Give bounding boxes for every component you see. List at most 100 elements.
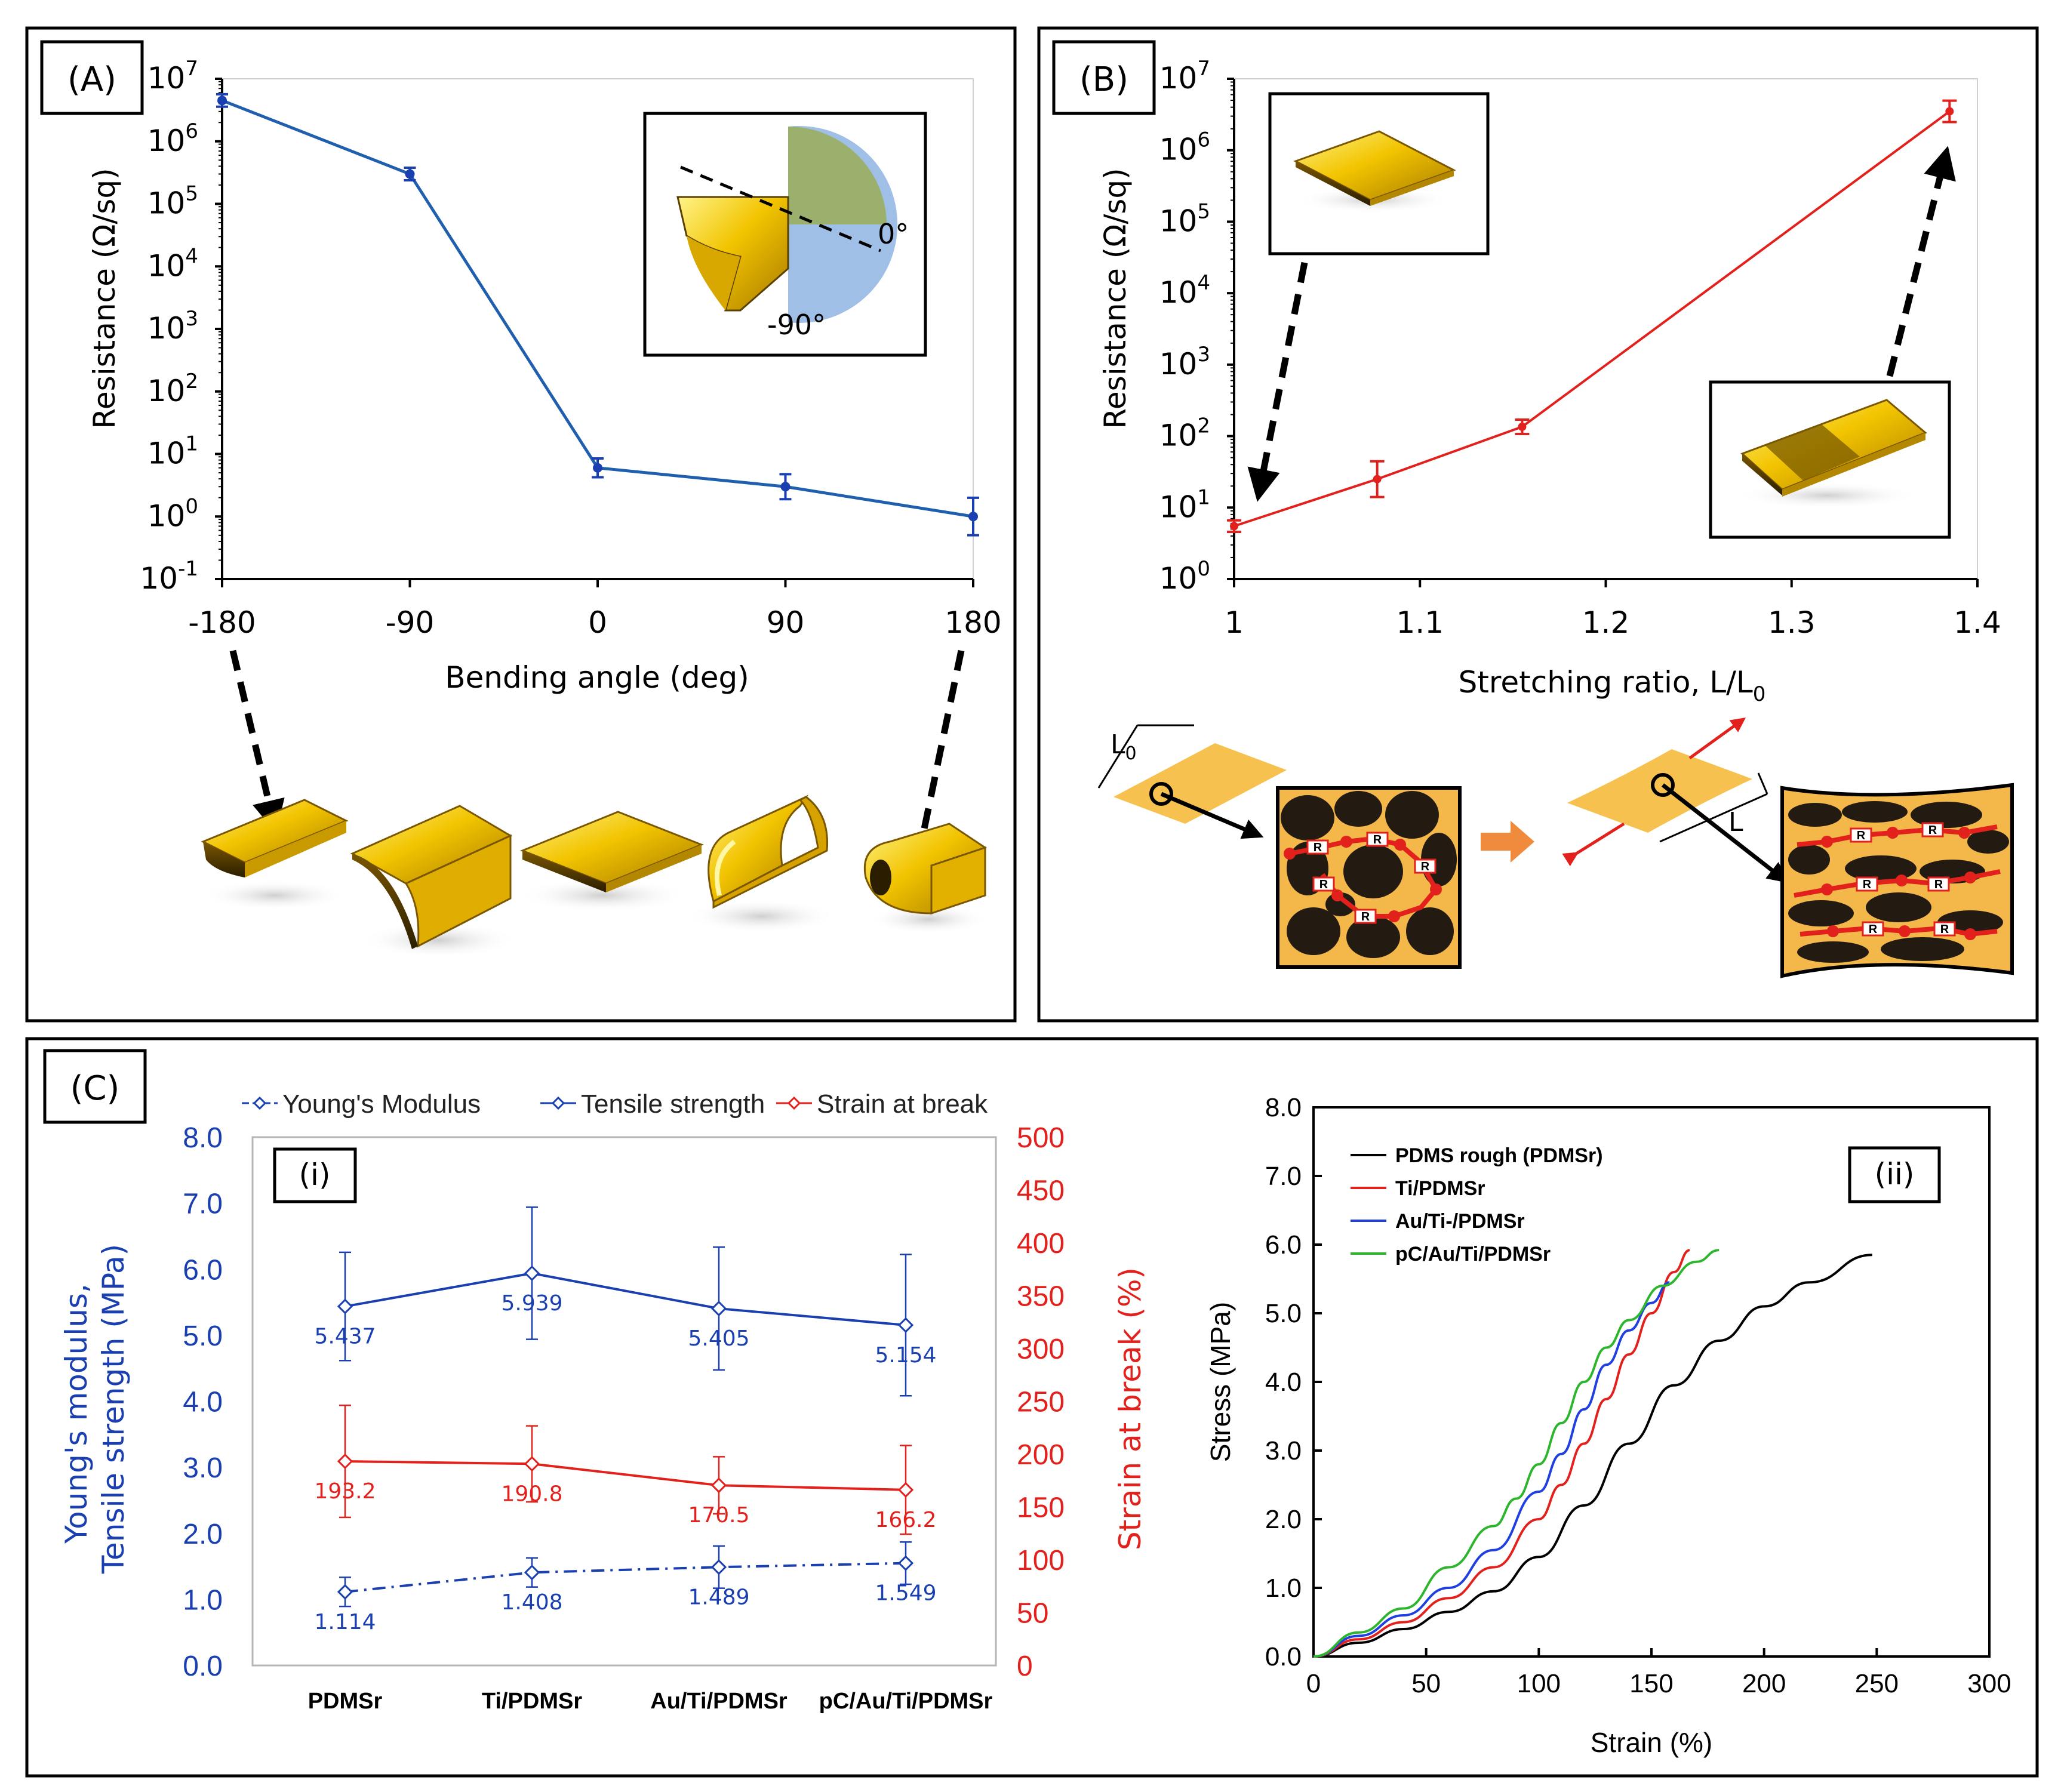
chart-c-i-data-point: [710, 1559, 727, 1575]
tick-exponent: 6: [1197, 128, 1210, 152]
chart-a-x-tick-label: -180: [188, 605, 256, 640]
chart-a-y-tick-label: 105: [147, 182, 198, 221]
chart-b-x-tick-label: 1.4: [1954, 605, 2001, 640]
tick-exponent: 3: [185, 307, 198, 331]
chart-a-y-tick-label: 101: [147, 432, 198, 471]
chart-c-ii-legend-label: Au/Ti-/PDMSr: [1395, 1210, 1525, 1233]
chart-c-ii-series-line: [1313, 1281, 1670, 1658]
chart-c-i-category-label: Au/Ti/PDMSr: [650, 1689, 788, 1714]
chart-b-y-tick-label: 103: [1159, 343, 1210, 381]
chart-c-i-y-tick-right-label: 500: [1017, 1122, 1065, 1154]
chart-c-i-data-point: [710, 1300, 727, 1317]
tick-exponent: 1: [1197, 485, 1210, 509]
resistor-label: R: [1869, 923, 1878, 936]
chart-c-ii-x-tick-label: 150: [1629, 1669, 1673, 1698]
chart-b-series-line: [1234, 110, 1951, 528]
chart-c-ii-legend-label: Ti/PDMSr: [1395, 1177, 1485, 1200]
panel-c-frame: [25, 1037, 2039, 1778]
chart-c-i-data-point: [337, 1298, 353, 1314]
resistor-label: R: [1857, 829, 1866, 842]
chart-c-ii-series-line: [1313, 1254, 1872, 1658]
tick-exponent: 2: [1197, 414, 1210, 438]
chart-c-i-category-label: PDMSr: [308, 1689, 383, 1714]
stretch-arrow: [1481, 821, 1534, 863]
chart-c-ii-x-label: Strain (%): [1591, 1727, 1712, 1758]
tick-base: 10: [1159, 275, 1198, 310]
chart-b-data-point: [1373, 475, 1382, 484]
chart-a-x-label: Bending angle (deg): [445, 660, 749, 695]
tick-base: 10: [1159, 204, 1198, 238]
tick-base: 10: [147, 186, 186, 221]
tick-exponent: -1: [178, 557, 198, 581]
chart-c-ii-y-tick-label: 3.0: [1265, 1436, 1302, 1465]
chart-c-i-y-tick-left-label: 6.0: [183, 1254, 223, 1286]
chart-c-i-data-label: 1.549: [875, 1581, 936, 1606]
resistor-label: R: [1928, 824, 1937, 837]
chart-a-data-point: [217, 96, 227, 106]
chart-c-i-legend-marker: [787, 1096, 801, 1110]
chart-c-ii-y-label: Stress (MPa): [1205, 1302, 1236, 1462]
panel-a-frame: [25, 26, 1017, 1023]
chart-c-i-y-tick-right-label: 350: [1017, 1281, 1065, 1313]
bent-film-illustrations: [201, 649, 988, 958]
chart-c-i-y-tick-left-label: 1.0: [183, 1584, 223, 1616]
chart-c-i-y-tick-left-label: 5.0: [183, 1320, 223, 1352]
chart-c-i-data-label: 5.154: [875, 1343, 936, 1368]
chart-c-i-data-label: 5.405: [688, 1326, 749, 1351]
chart-c-ii-x-tick-label: 50: [1411, 1669, 1441, 1698]
chart-c-i-data-point: [897, 1317, 914, 1333]
chart-c-i-data-point: [337, 1453, 353, 1470]
chart-c-i-data-label: 170.5: [688, 1503, 749, 1528]
chart-a-x-tick-label: 180: [945, 605, 1001, 640]
resistor-label: R: [1361, 910, 1370, 923]
chart-a-data-point: [593, 463, 602, 473]
chart-c-i-legend-label: Young's Modulus: [282, 1089, 481, 1119]
chart-c-i-y-tick-right-label: 50: [1017, 1598, 1048, 1630]
panel-c-label-box: (C): [43, 1049, 147, 1124]
chart-c-ii-x-tick-label: 250: [1855, 1669, 1899, 1698]
tick-exponent: 7: [185, 57, 198, 81]
tick-exponent: 5: [185, 182, 198, 206]
chart-b-y-label: Resistance (Ω/sq): [1098, 168, 1133, 429]
chart-c-ii-sublabel: (ii): [1875, 1157, 1915, 1191]
chart-a-y-tick-label: 107: [147, 57, 198, 96]
chart-b-x-tick-label: 1: [1225, 605, 1244, 640]
chart-a-y-tick-label: 100: [147, 494, 198, 533]
chart-c-i-data-point: [524, 1456, 540, 1472]
chart-b-data-point: [1945, 107, 1954, 116]
chart-c-i-y-tick-right-label: 300: [1017, 1334, 1065, 1365]
resistor-label: R: [1421, 860, 1430, 873]
chart-c-ii-y-tick-label: 5.0: [1265, 1299, 1302, 1328]
chart-b-x-tick-label: 1.2: [1582, 605, 1630, 640]
chart-c-i-youngs-modulus-line: [344, 1562, 906, 1593]
schematic-l0-main: L: [1111, 729, 1125, 760]
chart-c-i-legend: Young's Modulus Tensile strength Strain at…: [242, 1089, 988, 1119]
chart-c-i-data-label: 193.2: [314, 1479, 376, 1504]
chart-c-i-y-label-left: Young's modulus, Tensile strength (MPa): [59, 1244, 131, 1574]
resistor-label: R: [1314, 841, 1322, 854]
schematic-l0-sub: 0: [1125, 743, 1137, 764]
chart-c-i-strain-at-break-line: [344, 1460, 906, 1491]
chart-c-i-y-label-left-line2: Tensile strength (MPa): [96, 1244, 131, 1574]
chart-b-y-tick-label: 102: [1159, 414, 1210, 453]
chart-c-i-y-tick-left-label: 8.0: [183, 1122, 223, 1154]
tick-exponent: 2: [185, 370, 198, 393]
chart-a-y-tick-label: 103: [147, 307, 198, 346]
tick-base: 10: [147, 124, 186, 158]
chart-c-i-y-tick-right-label: 250: [1017, 1387, 1065, 1418]
chart-c-i-y-tick-left-label: 7.0: [183, 1188, 223, 1220]
chart-c-i-data-label: 5.437: [314, 1325, 376, 1349]
arrow-b-to-first-point: [1247, 261, 1308, 502]
tick-base: 10: [1159, 61, 1198, 96]
chart-c-i-sublabel-box: (i): [273, 1147, 357, 1203]
chart-c-i-y-tick-right-label: 200: [1017, 1439, 1065, 1471]
chart-c-ii-series-line: [1313, 1249, 1720, 1658]
chart-a-data-point: [405, 169, 415, 179]
tick-exponent: 0: [1197, 557, 1210, 581]
chart-c-i-y-label-right: Strain at break (%): [1113, 1267, 1148, 1550]
panel-b-frame: [1037, 26, 2039, 1023]
chart-c-i-y-tick-right-label: 100: [1017, 1545, 1065, 1577]
chart-c-ii-y-tick-label: 8.0: [1265, 1093, 1302, 1122]
